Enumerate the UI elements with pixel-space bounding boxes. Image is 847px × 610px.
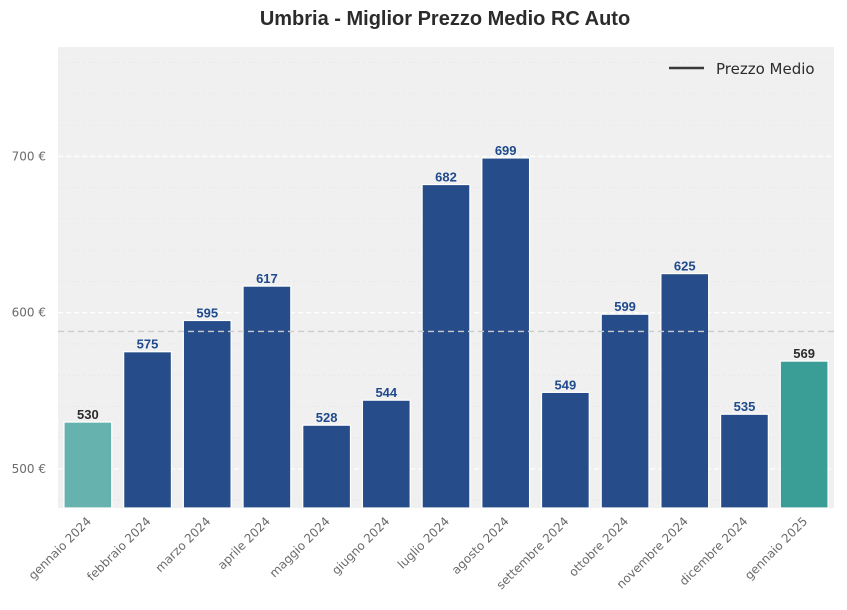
- bar: [779, 360, 829, 509]
- bar: [242, 285, 292, 509]
- bar: [63, 421, 113, 509]
- bar-value-label: 599: [614, 299, 636, 314]
- x-tick-label: ottobre 2024: [566, 514, 631, 579]
- bar: [600, 313, 650, 509]
- legend: Prezzo Medio: [669, 60, 815, 78]
- bar: [123, 351, 173, 509]
- bar-value-label: 535: [734, 399, 756, 414]
- bar: [421, 183, 471, 509]
- chart-title: Umbria - Miglior Prezzo Medio RC Auto: [260, 8, 630, 30]
- bar-value-label: 617: [256, 271, 278, 286]
- legend-label: Prezzo Medio: [716, 60, 815, 78]
- x-tick-label: gennaio 2024: [26, 514, 94, 582]
- bar-value-label: 699: [495, 143, 517, 158]
- x-tick-label: gennaio 2025: [742, 514, 810, 582]
- x-tick-label: marzo 2024: [153, 514, 214, 575]
- bar-value-label: 682: [435, 170, 457, 185]
- y-tick-label: 500 €: [12, 462, 46, 476]
- x-tick-label: aprile 2024: [215, 514, 273, 572]
- y-tick-label: 700 €: [12, 149, 46, 163]
- bar: [660, 272, 710, 509]
- bar: [182, 319, 232, 509]
- bar: [719, 413, 769, 509]
- bar-value-label: 575: [137, 337, 159, 352]
- bar-value-label: 530: [77, 407, 99, 422]
- bar: [302, 424, 352, 509]
- x-tick-label: luglio 2024: [395, 514, 452, 571]
- bar: [361, 399, 411, 509]
- bar: [481, 157, 531, 509]
- bar-value-label: 595: [196, 305, 218, 320]
- x-tick-label: febbraio 2024: [84, 514, 153, 583]
- bar-value-label: 625: [674, 259, 696, 274]
- x-tick-label: agosto 2024: [449, 514, 512, 577]
- bar-value-label: 544: [375, 385, 397, 400]
- x-tick-label: giugno 2024: [329, 514, 392, 577]
- y-tick-label: 600 €: [12, 306, 46, 320]
- data-labels: 530 575 595 617 528 544 682 699 549 599 625 535 569: [77, 143, 815, 425]
- bar-value-label: 569: [793, 346, 815, 361]
- bar-value-label: 549: [555, 377, 577, 392]
- bars: [63, 157, 829, 509]
- x-tick-label: maggio 2024: [267, 514, 333, 580]
- bar: [540, 391, 590, 509]
- y-axis-ticks: 500 € 600 € 700 €: [12, 149, 46, 476]
- bar-value-label: 528: [316, 410, 338, 425]
